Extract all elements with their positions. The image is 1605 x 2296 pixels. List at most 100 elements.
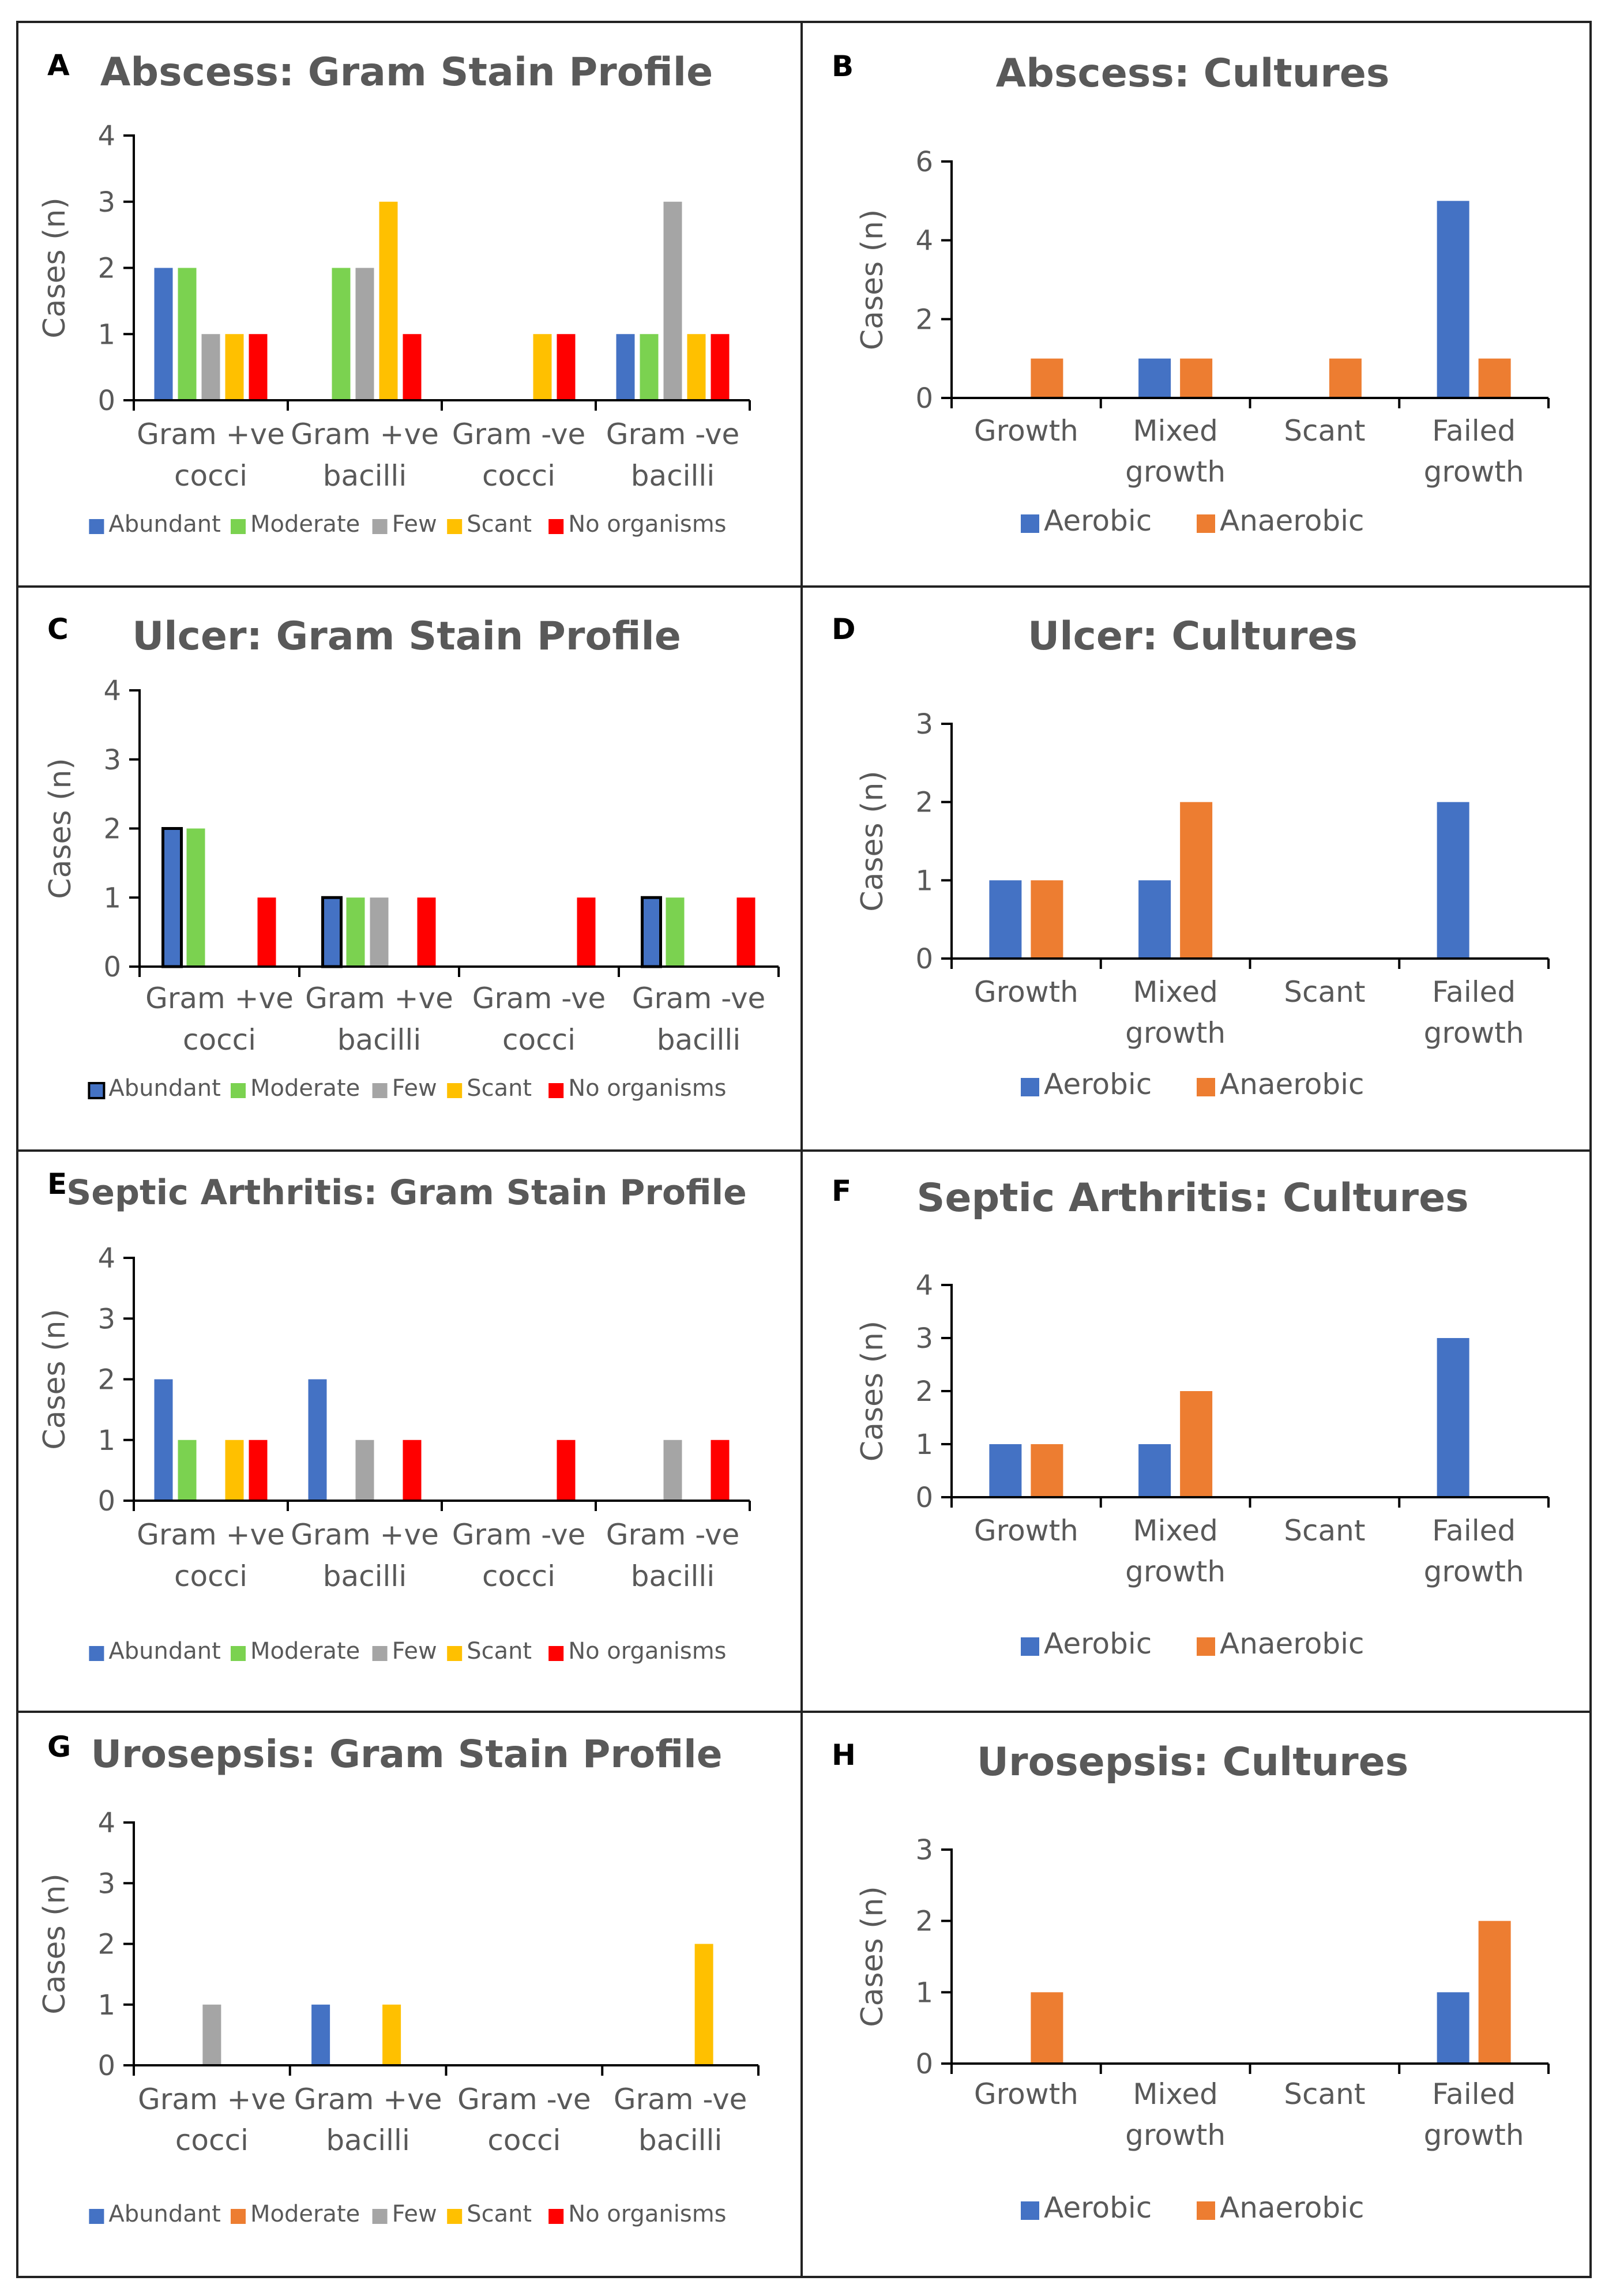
chart-panel-B: B Abscess: Cultures Cases (n) 0 2 4 6 Growth Mix… — [832, 50, 1550, 538]
bar-abundant — [308, 1379, 327, 1501]
panels: A Abscess: Gram Stain Profile Cases (n) 0 1 2… — [37, 48, 1550, 2227]
legend-swatch — [372, 1646, 388, 1661]
chart-title: Urosepsis: Cultures — [977, 1739, 1409, 1785]
legend-swatch — [1021, 1078, 1039, 1096]
x-tick-label: Mixed — [1133, 1514, 1218, 1547]
x-tick-label: Gram -ve — [632, 982, 766, 1015]
chart-panel-G: G Urosepsis: Gram Stain Profile Cases (n) 0… — [37, 1730, 760, 2227]
bar-anaerobic — [1329, 358, 1362, 398]
chart-panel-H: H Urosepsis: Cultures Cases (n) 0 1 2 3 Growth M… — [832, 1738, 1550, 2224]
y-axis-label: Cases (n) — [855, 1886, 890, 2027]
bar-anaerobic — [1180, 358, 1213, 398]
x-tick-label: Mixed — [1133, 414, 1218, 448]
panel-letter: D — [832, 612, 856, 646]
y-tick-label: 2 — [103, 813, 121, 846]
bar-moderate — [332, 268, 351, 400]
bar-few — [201, 334, 220, 400]
x-tick-label: cocci — [482, 459, 555, 493]
legend-label: Abundant — [108, 1075, 220, 1102]
legend-swatch — [447, 1646, 463, 1661]
x-tick-label: bacilli — [657, 1023, 741, 1057]
legend-label: Abundant — [108, 1638, 220, 1664]
bar-abundant — [641, 896, 662, 968]
bar-few — [355, 268, 374, 400]
legend-swatch — [1021, 1637, 1039, 1656]
legend-swatch — [231, 1083, 246, 1098]
legend: Aerobic Anaerobic — [1021, 2191, 1364, 2224]
chart-title: Septic Arthritis: Cultures — [916, 1175, 1468, 1221]
y-axis-label: Cases (n) — [37, 1309, 72, 1449]
bar-no-organisms — [249, 1440, 268, 1501]
y-tick-label: 0 — [97, 2050, 115, 2082]
y-tick-label: 2 — [915, 1376, 933, 1408]
y-tick-label: 1 — [97, 1989, 115, 2021]
bar-anaerobic — [1180, 802, 1213, 959]
bar-few — [202, 2004, 221, 2065]
x-tick-label: growth — [1125, 455, 1226, 488]
x-tick-label: Gram +ve — [138, 2083, 286, 2116]
chart-title: Ulcer: Gram Stain Profile — [132, 614, 681, 659]
y-tick-label: 2 — [915, 303, 933, 336]
x-tick-label: cocci — [174, 459, 247, 493]
bar-aerobic — [1138, 880, 1171, 959]
y-tick-label: 0 — [915, 382, 933, 415]
x-tick-label: Scant — [1284, 975, 1365, 1009]
legend-swatch — [447, 2209, 463, 2224]
bar-no-organisms — [257, 897, 276, 967]
legend: Aerobic Anaerobic — [1021, 1627, 1364, 1660]
legend-label: Anaerobic — [1220, 2191, 1364, 2224]
y-tick-label: 4 — [97, 1242, 115, 1275]
panel-letter: H — [832, 1738, 856, 1772]
x-tick-label: Gram +ve — [305, 982, 453, 1015]
legend-label: No organisms — [568, 1075, 726, 1102]
y-tick-label: 4 — [915, 1269, 933, 1302]
legend-swatch — [447, 519, 463, 534]
legend-label: Moderate — [250, 1638, 360, 1664]
bar-anaerobic — [1031, 880, 1063, 959]
x-tick-label: Gram +ve — [294, 2083, 442, 2116]
chart-title: Urosepsis: Gram Stain Profile — [91, 1732, 722, 1776]
chart-title: Abscess: Gram Stain Profile — [100, 50, 713, 95]
y-tick-label: 1 — [97, 318, 115, 351]
legend-label: Scant — [467, 1075, 532, 1102]
legend-swatch — [231, 1646, 246, 1661]
panel-letter: A — [47, 48, 70, 82]
bar-abundant — [161, 827, 183, 968]
y-tick-label: 2 — [97, 253, 115, 285]
bar-aerobic — [1138, 358, 1171, 398]
bar-moderate — [186, 828, 205, 967]
panel-letter: E — [47, 1167, 67, 1201]
chart-title: Abscess: Cultures — [996, 51, 1390, 96]
x-tick-label: Failed — [1432, 975, 1516, 1009]
legend-label: Anaerobic — [1220, 1068, 1364, 1101]
legend-label: Aerobic — [1044, 2191, 1152, 2224]
x-tick-label: Scant — [1284, 2077, 1365, 2111]
legend-label: Anaerobic — [1220, 1627, 1364, 1660]
bar-anaerobic — [1180, 1391, 1213, 1497]
chart-panel-F: F Septic Arthritis: Cultures Cases (n) 0 1 2 3… — [832, 1174, 1550, 1660]
x-tick-label: growth — [1424, 455, 1524, 488]
bar-scant — [533, 334, 552, 400]
x-tick-label: Gram +ve — [145, 982, 294, 1015]
chart-panel-A: A Abscess: Gram Stain Profile Cases (n) 0 1 2… — [37, 48, 751, 538]
bar-abundant — [321, 896, 343, 968]
x-tick-label: Failed — [1432, 2077, 1516, 2111]
bar-scant — [225, 334, 244, 400]
bar-no-organisms — [711, 1440, 730, 1501]
y-tick-label: 3 — [915, 1322, 933, 1355]
y-tick-label: 0 — [97, 385, 115, 417]
legend-label: Scant — [467, 511, 532, 538]
bar-scant — [225, 1440, 244, 1501]
x-tick-label: Failed — [1432, 414, 1516, 448]
x-tick-label: Growth — [974, 1514, 1078, 1547]
bar-no-organisms — [557, 1440, 576, 1501]
bar-scant — [694, 1944, 713, 2065]
y-tick-label: 0 — [103, 951, 121, 983]
legend-label: Abundant — [108, 511, 220, 538]
x-tick-label: Gram -ve — [614, 2083, 747, 2116]
bar-no-organisms — [711, 334, 730, 400]
legend-swatch — [1197, 514, 1215, 533]
legend-label: Few — [392, 1075, 437, 1102]
